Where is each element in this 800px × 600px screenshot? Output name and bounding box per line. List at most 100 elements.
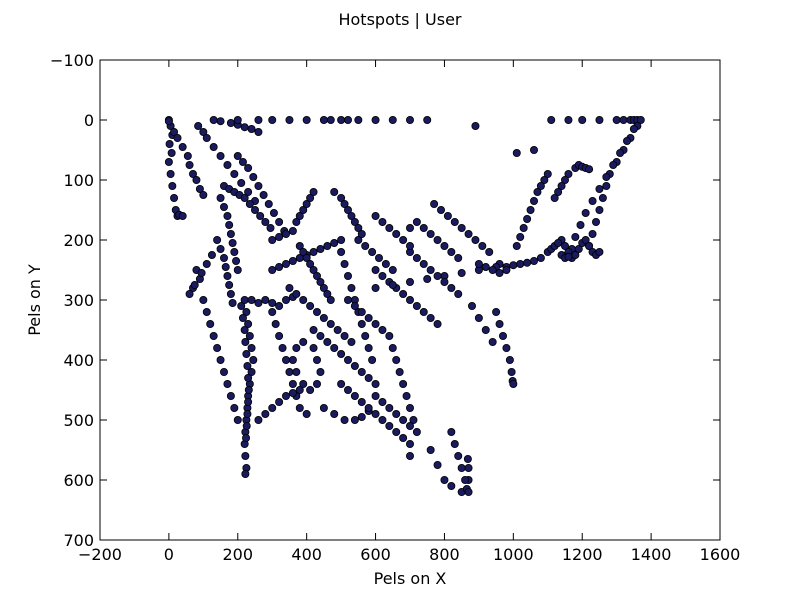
scatter-point <box>240 193 249 202</box>
scatter-point <box>602 172 611 181</box>
scatter-point <box>467 301 476 310</box>
scatter-point <box>233 265 242 274</box>
scatter-point <box>299 337 308 346</box>
scatter-point <box>337 247 346 256</box>
scatter-point <box>509 379 518 388</box>
scatter-point <box>254 298 263 307</box>
scatter-point <box>357 412 366 421</box>
x-tick-label: 800 <box>429 545 460 564</box>
scatter-point <box>254 127 263 136</box>
scatter-point <box>554 187 563 196</box>
scatter-point <box>240 325 249 334</box>
scatter-point <box>323 241 332 250</box>
scatter-point <box>423 116 432 125</box>
y-tick-label: 700 <box>63 531 94 550</box>
scatter-point <box>316 367 325 376</box>
scatter-point <box>275 262 284 271</box>
x-tick-label: 1400 <box>631 545 672 564</box>
scatter-point <box>368 355 377 364</box>
scatter-point <box>316 331 325 340</box>
scatter-point <box>350 361 359 370</box>
scatter-point <box>337 349 346 358</box>
scatter-point <box>242 349 251 358</box>
scatter-point <box>595 184 604 193</box>
scatter-point <box>405 403 414 412</box>
scatter-point <box>395 367 404 376</box>
scatter-point <box>498 331 507 340</box>
scatter-point <box>357 307 366 316</box>
scatter-point <box>595 116 604 125</box>
scatter-point <box>302 116 311 125</box>
scatter-point <box>571 232 580 241</box>
scatter-point <box>249 355 258 364</box>
scatter-point <box>292 289 301 298</box>
scatter-point <box>244 163 253 172</box>
scatter-point <box>426 445 435 454</box>
scatter-point <box>275 331 284 340</box>
scatter-point <box>536 181 545 190</box>
scatter-point <box>233 415 242 424</box>
scatter-point <box>461 475 470 484</box>
scatter-point <box>268 298 277 307</box>
scatter-point <box>183 151 192 160</box>
scatter-point <box>261 217 270 226</box>
scatter-point <box>433 271 442 280</box>
scatter-point <box>230 247 239 256</box>
scatter-point <box>388 343 397 352</box>
scatter-point <box>364 343 373 352</box>
scatter-point <box>326 116 335 125</box>
scatter-point <box>392 409 401 418</box>
scatter-point <box>275 217 284 226</box>
scatter-point <box>426 229 435 238</box>
scatter-point <box>419 307 428 316</box>
scatter-point <box>281 355 290 364</box>
scatter-point <box>399 433 408 442</box>
scatter-point <box>368 247 377 256</box>
scatter-point <box>261 409 270 418</box>
scatter-point <box>636 116 645 125</box>
scatter-point <box>242 307 251 316</box>
scatter-point <box>526 205 535 214</box>
scatter-point <box>268 403 277 412</box>
scatter-point <box>326 319 335 328</box>
scatter-point <box>275 301 284 310</box>
scatter-point <box>281 259 290 268</box>
scatter-point <box>216 151 225 160</box>
scatter-point <box>523 258 532 267</box>
scatter-point <box>443 211 452 220</box>
scatter-point <box>302 199 311 208</box>
scatter-point <box>219 202 228 211</box>
scatter-point <box>326 295 335 304</box>
scatter-point <box>454 451 463 460</box>
scatter-point <box>464 229 473 238</box>
scatter-point <box>295 403 304 412</box>
scatter-point <box>288 379 297 388</box>
scatter-point <box>592 217 601 226</box>
scatter-point <box>244 373 253 382</box>
scatter-point <box>309 325 318 334</box>
scatter-point <box>240 123 249 132</box>
scatter-point <box>471 235 480 244</box>
scatter-point <box>561 241 570 250</box>
scatter-point <box>254 415 263 424</box>
scatter-point <box>202 259 211 268</box>
scatter-point <box>547 116 556 125</box>
scatter-point <box>292 217 301 226</box>
scatter-point <box>288 226 297 235</box>
scatter-point <box>185 289 194 298</box>
scatter-point <box>206 319 215 328</box>
scatter-point <box>519 223 528 232</box>
scatter-point <box>202 307 211 316</box>
scatter-point <box>268 265 277 274</box>
scatter-point <box>392 427 401 436</box>
scatter-point <box>561 175 570 184</box>
scatter-point <box>471 122 480 131</box>
scatter-point <box>247 295 256 304</box>
scatter-point <box>399 379 408 388</box>
scatter-point <box>481 325 490 334</box>
scatter-point <box>213 343 222 352</box>
scatter-point <box>250 205 259 214</box>
scatter-point <box>299 205 308 214</box>
scatter-point <box>225 280 234 289</box>
scatter-point <box>285 367 294 376</box>
